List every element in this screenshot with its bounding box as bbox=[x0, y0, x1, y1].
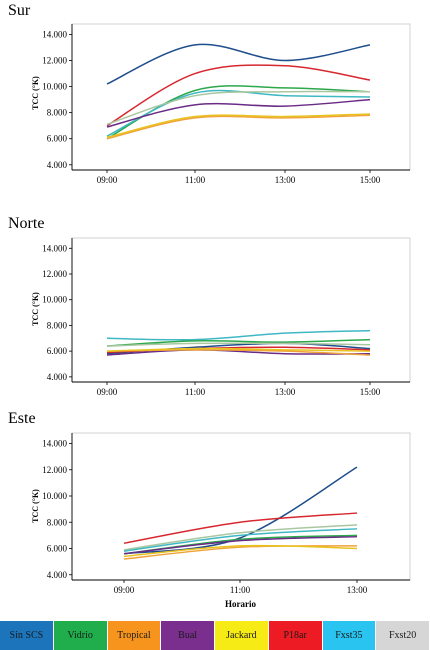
y-tick-label: 8.000 bbox=[47, 320, 68, 330]
series-line-1 bbox=[123, 466, 358, 555]
legend-item-fxst35: Fxst35 bbox=[322, 621, 377, 650]
chart-sur: Sur 4.000 6.000 8.000 10.000 12.000 14.000 TCC … bbox=[8, 2, 411, 185]
series-line-1 bbox=[106, 329, 371, 341]
x-tick-label: 13:00 bbox=[275, 175, 296, 185]
series-line-7 bbox=[106, 114, 371, 140]
y-tick-label: 10.000 bbox=[42, 491, 67, 501]
x-tick-label: 09:00 bbox=[97, 175, 118, 185]
series-line-3 bbox=[123, 524, 358, 551]
series-line-1 bbox=[106, 43, 371, 85]
plot-frame bbox=[71, 237, 411, 383]
x-tick-label: 09:00 bbox=[114, 585, 135, 595]
x-tick-label: 11:00 bbox=[185, 175, 206, 185]
series-line-7 bbox=[123, 545, 358, 560]
series-line-8 bbox=[123, 544, 358, 558]
legend-item-p18ar: P18ar bbox=[268, 621, 323, 650]
figure: Sur 4.000 6.000 8.000 10.000 12.000 14.000 TCC … bbox=[8, 2, 411, 609]
series-line-5 bbox=[106, 90, 371, 126]
legend-item-bual: Bual bbox=[161, 621, 215, 650]
series-line-6 bbox=[106, 98, 371, 128]
y-tick-label: 14.000 bbox=[42, 243, 67, 253]
chart-norte: Norte 4.000 6.000 8.000 10.000 12.000 14.000 TC… bbox=[8, 215, 411, 397]
chart-este: Este 4.000 6.000 8.000 10.000 12.000 14.000 TCC… bbox=[8, 410, 411, 609]
legend: Sin SCS Vidrio Tropical Bual Jackard P18ar Fxs… bbox=[0, 621, 430, 650]
y-axis-label: TCC (°K) bbox=[31, 489, 40, 523]
y-axis-label: TCC (°K) bbox=[31, 292, 40, 326]
y-tick-label: 10.000 bbox=[42, 82, 67, 92]
plot-frame bbox=[71, 432, 411, 581]
x-axis-label: Horario bbox=[225, 599, 256, 609]
legend-item-vidrio: Vidrio bbox=[53, 621, 108, 650]
series-line-6 bbox=[123, 535, 358, 555]
legend-item-sin-scs: Sin SCS bbox=[0, 621, 54, 650]
y-tick-label: 6.000 bbox=[47, 134, 68, 144]
y-tick-label: 14.000 bbox=[42, 439, 67, 449]
y-tick-label: 6.000 bbox=[47, 346, 68, 356]
y-tick-label: 4.000 bbox=[47, 570, 68, 580]
y-axis-label: TCC (°K) bbox=[31, 76, 40, 110]
series-line-2 bbox=[106, 338, 371, 347]
legend-item-jackard: Jackard bbox=[215, 621, 269, 650]
y-tick-label: 6.000 bbox=[47, 544, 68, 554]
x-tick-label: 09:00 bbox=[97, 387, 118, 397]
y-tick-label: 4.000 bbox=[47, 160, 68, 170]
y-tick-label: 10.000 bbox=[42, 295, 67, 305]
chart-title: Este bbox=[8, 410, 36, 427]
series-line-4 bbox=[123, 528, 358, 552]
series-line-3 bbox=[106, 85, 371, 140]
y-tick-label: 8.000 bbox=[47, 517, 68, 527]
x-tick-label: 13:00 bbox=[347, 585, 368, 595]
legend-item-tropical: Tropical bbox=[107, 621, 162, 650]
y-tick-label: 12.000 bbox=[42, 56, 67, 66]
x-tick-label: 13:00 bbox=[275, 387, 296, 397]
series-line-4 bbox=[106, 89, 371, 137]
legend-item-fxst20: Fxst20 bbox=[376, 621, 430, 650]
chart-title: Sur bbox=[8, 2, 31, 19]
x-tick-label: 15:00 bbox=[360, 387, 381, 397]
series-line-8 bbox=[106, 347, 371, 352]
series-line-2 bbox=[123, 512, 358, 544]
series-line-6 bbox=[106, 349, 371, 356]
y-tick-label: 4.000 bbox=[47, 372, 68, 382]
series-line-8 bbox=[106, 113, 371, 139]
x-tick-label: 11:00 bbox=[230, 585, 251, 595]
y-tick-label: 12.000 bbox=[42, 465, 67, 475]
y-tick-label: 14.000 bbox=[42, 29, 67, 39]
y-tick-label: 12.000 bbox=[42, 269, 67, 279]
x-tick-label: 15:00 bbox=[360, 175, 381, 185]
x-tick-label: 11:00 bbox=[185, 387, 206, 397]
series-line-4 bbox=[106, 342, 371, 347]
y-tick-label: 8.000 bbox=[47, 108, 68, 118]
series-line-2 bbox=[106, 64, 371, 127]
chart-title: Norte bbox=[8, 215, 44, 232]
